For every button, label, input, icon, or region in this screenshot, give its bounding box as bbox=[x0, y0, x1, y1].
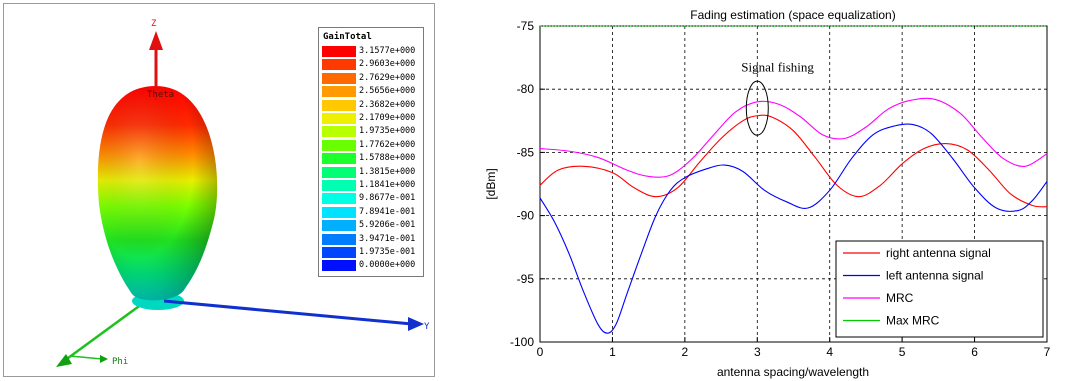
y-tick-label: -80 bbox=[517, 82, 535, 96]
y-axis-label: [dBm] bbox=[484, 168, 498, 199]
x-tick-label: 1 bbox=[609, 345, 616, 359]
gain-legend-value: 1.5788e+000 bbox=[359, 153, 416, 164]
gain-legend-swatch bbox=[322, 86, 356, 98]
radiation-pattern-panel: Z Y Phi Theta GainTotal 3.1577e+000 2.960… bbox=[3, 3, 435, 377]
x-tick-label: 7 bbox=[1044, 345, 1051, 359]
gain-legend: GainTotal 3.1577e+000 2.9603e+000 2.7629e+… bbox=[318, 27, 424, 277]
x-tick-label: 0 bbox=[537, 345, 544, 359]
gain-legend-swatch bbox=[322, 126, 356, 138]
radiation-lobe-shading bbox=[97, 86, 218, 301]
chart-legend: right antenna signal left antenna signal M… bbox=[835, 240, 1044, 338]
gain-legend-value: 1.3815e+000 bbox=[359, 166, 416, 177]
z-axis-arrow bbox=[149, 31, 163, 50]
gain-legend-value: 7.8941e-001 bbox=[359, 206, 416, 217]
chart-legend-label: MRC bbox=[886, 291, 914, 305]
x-tick-label: 4 bbox=[826, 345, 833, 359]
gain-legend-swatch bbox=[322, 233, 356, 245]
y-tick-label: -75 bbox=[517, 19, 535, 33]
phi-axis-label: Phi bbox=[112, 357, 128, 367]
gain-legend-swatch bbox=[322, 139, 356, 151]
gain-legend-value: 1.9735e+000 bbox=[359, 126, 416, 137]
phi-axis-line bbox=[63, 302, 143, 363]
y-axis-line bbox=[163, 299, 413, 326]
y-tick-label: -90 bbox=[517, 209, 535, 223]
gain-legend-value: 3.9471e-001 bbox=[359, 233, 416, 244]
signal-fishing-annotation: Signal fishing bbox=[741, 60, 814, 136]
y-axis-label: Y bbox=[424, 322, 430, 332]
phi-arc-arrow bbox=[100, 355, 108, 363]
radiation-pattern-3d: Z Y Phi Theta bbox=[56, 19, 430, 367]
gain-legend-swatch bbox=[322, 193, 356, 205]
chart-title: Fading estimation (space equalization) bbox=[690, 8, 895, 22]
gain-legend-value: 0.0000e+000 bbox=[359, 260, 416, 271]
gain-legend-title: GainTotal bbox=[323, 32, 372, 42]
gain-legend-value: 1.9735e-001 bbox=[359, 247, 416, 257]
x-tick-label: 5 bbox=[899, 345, 906, 359]
z-axis-label: Z bbox=[151, 19, 157, 29]
gain-legend-swatch bbox=[322, 166, 356, 178]
gain-legend-value: 5.9206e-001 bbox=[359, 220, 416, 231]
y-axis-arrow bbox=[408, 317, 424, 331]
gain-legend-swatch bbox=[322, 72, 356, 84]
series-line-right-antenna-signal bbox=[539, 114, 1048, 208]
annotation-text: Signal fishing bbox=[741, 60, 814, 75]
gain-legend-swatch bbox=[322, 113, 356, 124]
x-tick-label: 2 bbox=[682, 345, 689, 359]
tick-labels: 0 1 2 3 4 5 6 7 -100 -95 -90 -85 -80 -75 bbox=[510, 19, 1051, 359]
chart-legend-label: left antenna signal bbox=[886, 269, 983, 283]
series-lines bbox=[539, 25, 1048, 334]
gain-legend-value: 9.8677e-001 bbox=[359, 193, 416, 204]
gain-legend-swatch bbox=[322, 260, 356, 272]
gain-legend-swatch bbox=[322, 180, 356, 191]
theta-axis-label: Theta bbox=[147, 90, 174, 100]
chart-legend-label: Max MRC bbox=[886, 314, 940, 328]
gain-legend-swatch bbox=[322, 206, 356, 218]
gain-legend-swatch bbox=[322, 153, 356, 165]
gain-legend-swatch bbox=[322, 99, 356, 111]
gain-legend-value: 2.9603e+000 bbox=[359, 59, 416, 70]
gain-legend-swatch bbox=[322, 59, 356, 71]
y-tick-label: -85 bbox=[517, 145, 535, 159]
gain-legend-value: 1.7762e+000 bbox=[359, 139, 416, 150]
phi-axis-arrow bbox=[56, 354, 72, 367]
gain-legend-value: 3.1577e+000 bbox=[359, 46, 416, 56]
fading-chart-panel: 0 1 2 3 4 5 6 7 -100 -95 -90 -85 -80 -75 Fading estim… bbox=[470, 0, 1067, 381]
gain-legend-value: 2.7629e+000 bbox=[359, 72, 416, 83]
gain-legend-value: 2.1709e+000 bbox=[359, 113, 416, 123]
gain-legend-value: 2.5656e+000 bbox=[359, 86, 416, 97]
y-tick-label: -95 bbox=[517, 272, 535, 286]
annotation-ellipse bbox=[745, 80, 769, 136]
series-line-mrc bbox=[539, 97, 1048, 178]
chart-legend-label: right antenna signal bbox=[886, 246, 991, 260]
x-axis-label: antenna spacing/wavelength bbox=[717, 365, 869, 379]
gain-legend-value: 2.3682e+000 bbox=[359, 99, 416, 110]
x-tick-label: 6 bbox=[971, 345, 978, 359]
phi-arc-line bbox=[69, 355, 103, 360]
x-tick-label: 3 bbox=[754, 345, 761, 359]
gain-legend-swatch bbox=[322, 46, 356, 57]
fading-chart: 0 1 2 3 4 5 6 7 -100 -95 -90 -85 -80 -75 Fading estim… bbox=[470, 0, 1067, 381]
gain-legend-swatch bbox=[322, 220, 356, 232]
gain-legend-value: 1.1841e+000 bbox=[359, 180, 416, 190]
y-tick-label: -100 bbox=[510, 335, 534, 349]
series-line-left-antenna-signal bbox=[539, 123, 1048, 334]
gain-legend-swatch bbox=[322, 247, 356, 258]
